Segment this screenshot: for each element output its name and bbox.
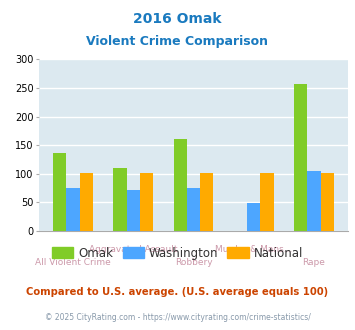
Text: Violent Crime Comparison: Violent Crime Comparison [87,35,268,48]
Text: 2016 Omak: 2016 Omak [133,12,222,25]
Text: Aggravated Assault: Aggravated Assault [89,245,178,254]
Bar [187,188,200,231]
Bar [200,173,213,231]
Text: Rape: Rape [302,258,326,267]
Text: Murder & Mans...: Murder & Mans... [215,245,293,254]
Bar [307,171,321,231]
Bar [66,187,80,231]
Bar [140,173,153,231]
Bar [113,168,127,231]
Text: Robbery: Robbery [175,258,212,267]
Text: All Violent Crime: All Violent Crime [35,258,111,267]
Text: © 2025 CityRating.com - https://www.cityrating.com/crime-statistics/: © 2025 CityRating.com - https://www.city… [45,313,310,322]
Bar [127,190,140,231]
Bar [260,173,274,231]
Bar [80,173,93,231]
Text: Compared to U.S. average. (U.S. average equals 100): Compared to U.S. average. (U.S. average … [26,287,329,297]
Bar [294,84,307,231]
Bar [247,203,260,231]
Bar [174,140,187,231]
Bar [53,153,66,231]
Legend: Omak, Washington, National: Omak, Washington, National [48,242,307,264]
Bar [321,173,334,231]
